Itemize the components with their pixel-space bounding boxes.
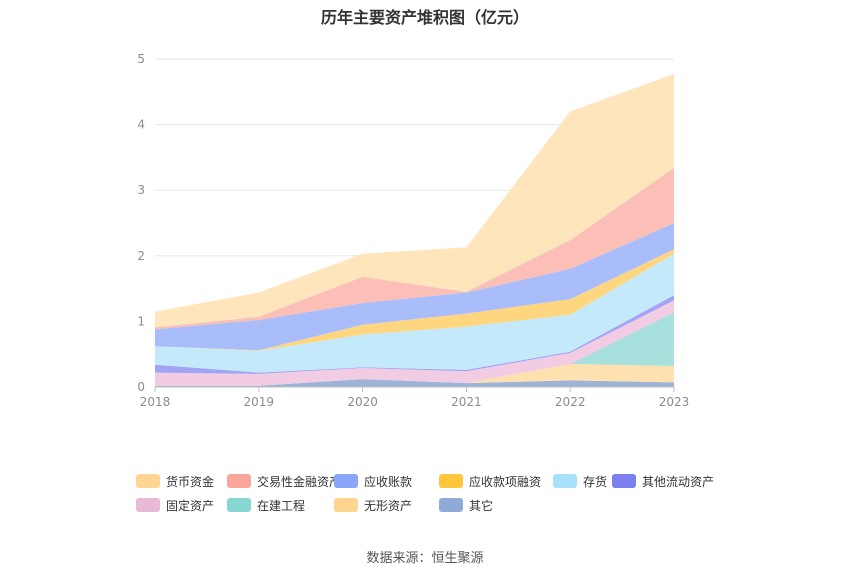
area-series-7 bbox=[155, 223, 674, 351]
legend-swatch bbox=[227, 498, 251, 512]
legend-label: 交易性金融资产 bbox=[257, 474, 342, 489]
legend-swatch bbox=[334, 474, 358, 488]
y-tick-label: 1 bbox=[137, 314, 145, 328]
x-tick-label: 2020 bbox=[347, 395, 378, 409]
area-series-1 bbox=[155, 364, 674, 386]
legend-item[interactable]: 存货 bbox=[553, 473, 607, 489]
legend-item[interactable]: 交易性金融资产 bbox=[227, 473, 341, 489]
legend-label: 其它 bbox=[469, 498, 494, 513]
legend-label: 其他流动资产 bbox=[642, 474, 715, 489]
legend-swatch bbox=[136, 498, 160, 512]
data-source: 数据来源：恒生聚源 bbox=[366, 551, 484, 566]
y-tick-label: 3 bbox=[137, 183, 145, 197]
x-tick-label: 2023 bbox=[659, 395, 690, 409]
legend-item[interactable]: 其他流动资产 bbox=[612, 473, 714, 489]
chart-title: 历年主要资产堆积图（亿元） bbox=[320, 8, 529, 27]
y-tick-label: 5 bbox=[137, 52, 145, 66]
legend-item[interactable]: 其它 bbox=[439, 497, 493, 513]
legend-swatch bbox=[439, 498, 463, 512]
area-series-3 bbox=[155, 300, 674, 386]
y-tick-label: 4 bbox=[137, 118, 145, 132]
legend-item[interactable]: 无形资产 bbox=[334, 497, 412, 513]
x-tick-label: 2021 bbox=[451, 395, 482, 409]
area-series-8 bbox=[155, 167, 674, 330]
legend-label: 无形资产 bbox=[364, 498, 413, 513]
area-series-5 bbox=[155, 253, 674, 373]
legend-swatch bbox=[612, 474, 636, 488]
area-series-9 bbox=[155, 74, 674, 328]
legend-item[interactable]: 在建工程 bbox=[227, 497, 305, 513]
legend-label: 在建工程 bbox=[257, 498, 306, 513]
y-tick-label: 0 bbox=[137, 380, 145, 394]
legend-swatch bbox=[227, 474, 251, 488]
legend-label: 货币资金 bbox=[166, 474, 215, 489]
legend-item[interactable]: 应收账款 bbox=[334, 473, 412, 489]
legend-label: 应收账款 bbox=[364, 474, 413, 489]
legend-item[interactable]: 固定资产 bbox=[136, 497, 214, 513]
legend-swatch bbox=[439, 474, 463, 488]
x-tick-label: 2019 bbox=[244, 395, 275, 409]
legend-item[interactable]: 应收款项融资 bbox=[439, 473, 541, 489]
legend-label: 存货 bbox=[583, 474, 608, 489]
axis-layer: 0 1 2 3 4 5 2018 2019 2020 2021 2022 2023 bbox=[137, 52, 689, 409]
legend-swatch bbox=[136, 474, 160, 488]
legend-swatch bbox=[553, 474, 577, 488]
legend-label: 固定资产 bbox=[166, 498, 215, 513]
legend-label: 应收款项融资 bbox=[469, 474, 542, 489]
legend-swatch bbox=[334, 498, 358, 512]
area-series-6 bbox=[155, 249, 674, 351]
x-tick-label: 2018 bbox=[140, 395, 171, 409]
area-layer bbox=[155, 74, 674, 387]
area-series-0 bbox=[155, 379, 674, 387]
legend-item[interactable]: 货币资金 bbox=[136, 473, 214, 489]
y-tick-label: 2 bbox=[137, 249, 145, 263]
x-tick-label: 2022 bbox=[555, 395, 586, 409]
